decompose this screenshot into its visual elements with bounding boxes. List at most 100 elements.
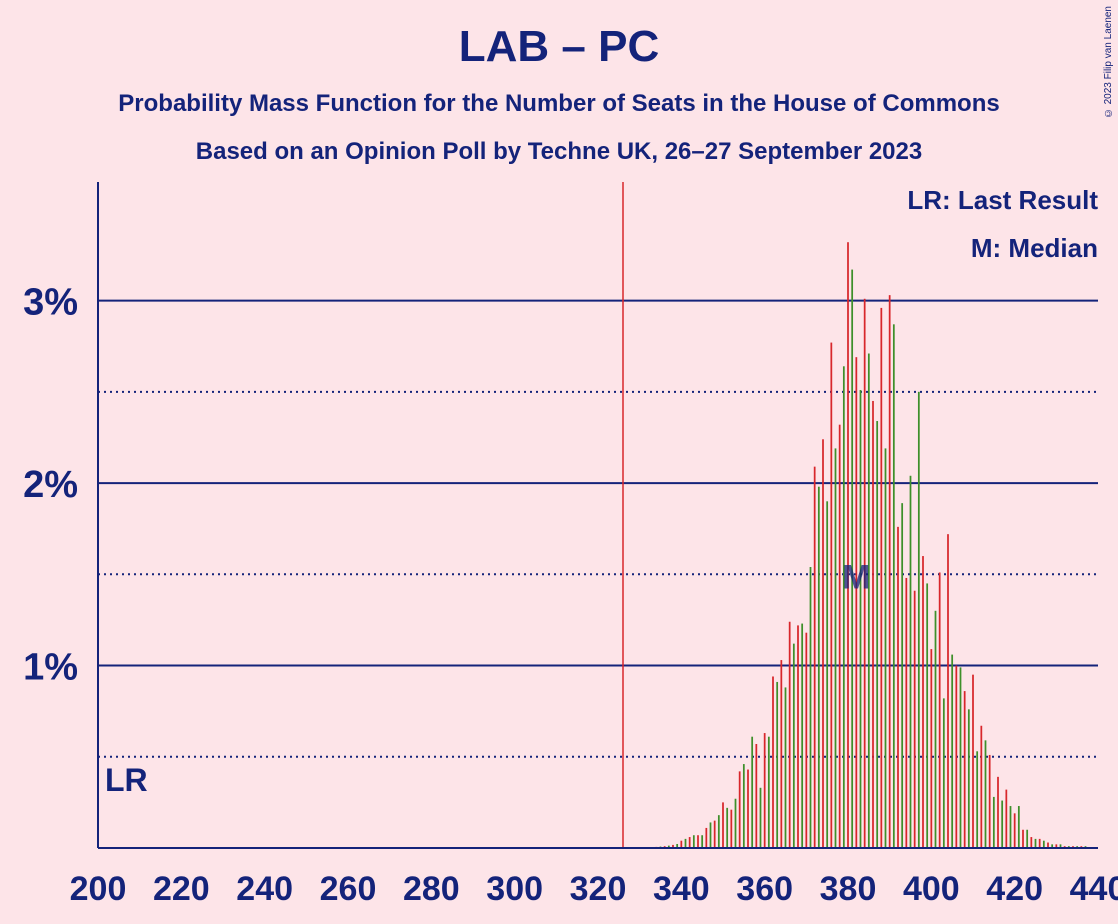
bar bbox=[1009, 806, 1012, 848]
bar bbox=[767, 736, 770, 848]
bar bbox=[772, 676, 774, 848]
bar bbox=[713, 820, 716, 848]
bar bbox=[717, 815, 720, 848]
bar bbox=[976, 751, 979, 848]
bar bbox=[851, 269, 854, 848]
bar bbox=[834, 448, 837, 848]
bar bbox=[1051, 844, 1054, 848]
bar bbox=[872, 400, 874, 848]
axes: 200 220 240 260 280 300 320 340 360 380 400 420 440 bbox=[70, 182, 1118, 908]
bar bbox=[1055, 844, 1058, 848]
bar bbox=[759, 787, 762, 848]
median-marker: M bbox=[842, 558, 870, 596]
x-tick-label: 420 bbox=[986, 870, 1043, 908]
bar bbox=[1047, 842, 1049, 848]
bar bbox=[763, 733, 766, 848]
last-result-marker: LR bbox=[105, 762, 148, 798]
bar bbox=[888, 295, 891, 848]
bar bbox=[863, 298, 866, 848]
x-tick-label: 240 bbox=[236, 870, 293, 908]
bar bbox=[980, 725, 983, 848]
chart-subtitle: Probability Mass Function for the Number… bbox=[118, 90, 1000, 117]
x-tick-label: 280 bbox=[403, 870, 460, 908]
bar bbox=[801, 623, 804, 848]
bar bbox=[697, 835, 699, 848]
x-tick-label: 200 bbox=[70, 870, 127, 908]
bar bbox=[992, 796, 995, 848]
bar bbox=[722, 802, 724, 848]
x-tick-label: 400 bbox=[903, 870, 960, 908]
bar bbox=[688, 837, 691, 848]
bar bbox=[830, 342, 833, 848]
bar bbox=[880, 307, 883, 848]
bar bbox=[892, 324, 895, 849]
bar bbox=[692, 835, 695, 848]
x-tick-label: 440 bbox=[1070, 870, 1118, 908]
overlays: M LR bbox=[105, 182, 870, 848]
bar bbox=[1005, 789, 1008, 848]
bars bbox=[638, 242, 1095, 849]
bar bbox=[947, 534, 949, 848]
bar bbox=[784, 687, 787, 848]
bar bbox=[955, 665, 958, 848]
bar bbox=[826, 501, 829, 848]
chart-source: Based on an Opinion Poll by Techne UK, 2… bbox=[195, 138, 923, 165]
legend-median: M: Median bbox=[971, 233, 1098, 263]
bar bbox=[1026, 829, 1029, 848]
bar bbox=[997, 776, 999, 848]
bar bbox=[859, 390, 862, 848]
bar bbox=[742, 764, 745, 848]
x-tick-label: 340 bbox=[653, 870, 710, 908]
bar bbox=[709, 822, 712, 848]
bar bbox=[701, 835, 704, 848]
bar bbox=[1059, 844, 1062, 848]
bar bbox=[897, 526, 899, 848]
x-tick-label: 300 bbox=[486, 870, 543, 908]
bar bbox=[1038, 838, 1041, 848]
bar bbox=[922, 556, 924, 848]
bar bbox=[734, 798, 737, 848]
x-tick-label: 220 bbox=[153, 870, 210, 908]
bar bbox=[676, 843, 679, 848]
x-tick-label: 260 bbox=[320, 870, 377, 908]
bar bbox=[1017, 806, 1020, 848]
bar bbox=[780, 660, 783, 848]
bar bbox=[930, 649, 933, 848]
bar bbox=[972, 674, 974, 848]
bar bbox=[755, 743, 758, 848]
y-tick-label: 2% bbox=[23, 464, 78, 506]
bar bbox=[1034, 838, 1037, 848]
bar bbox=[738, 771, 741, 848]
bar bbox=[776, 681, 779, 848]
bar bbox=[855, 357, 858, 848]
bar bbox=[751, 736, 754, 848]
bar bbox=[680, 840, 683, 848]
bar bbox=[705, 827, 708, 848]
bar bbox=[792, 643, 795, 848]
bar bbox=[1001, 800, 1004, 848]
bar bbox=[963, 691, 966, 848]
bar bbox=[788, 621, 791, 848]
bar bbox=[817, 486, 820, 848]
bar bbox=[867, 353, 870, 848]
bar bbox=[842, 366, 845, 848]
bar bbox=[951, 654, 954, 848]
bar bbox=[959, 667, 962, 848]
x-tick-label: 320 bbox=[570, 870, 627, 908]
bar bbox=[813, 466, 816, 848]
bar bbox=[797, 625, 799, 848]
legend-last-result: LR: Last Result bbox=[907, 185, 1098, 215]
bar bbox=[967, 709, 970, 848]
bar bbox=[838, 424, 841, 848]
bar bbox=[905, 577, 908, 848]
chart-title: LAB – PC bbox=[458, 22, 660, 71]
gridlines: 1% 2% 3% bbox=[23, 282, 1098, 758]
y-tick-label: 1% bbox=[23, 647, 78, 689]
bar bbox=[684, 838, 687, 848]
bar bbox=[809, 567, 812, 848]
bar bbox=[730, 809, 733, 848]
bar bbox=[847, 242, 849, 849]
x-tick-label: 380 bbox=[820, 870, 877, 908]
bar bbox=[913, 590, 916, 848]
bar bbox=[984, 740, 987, 848]
